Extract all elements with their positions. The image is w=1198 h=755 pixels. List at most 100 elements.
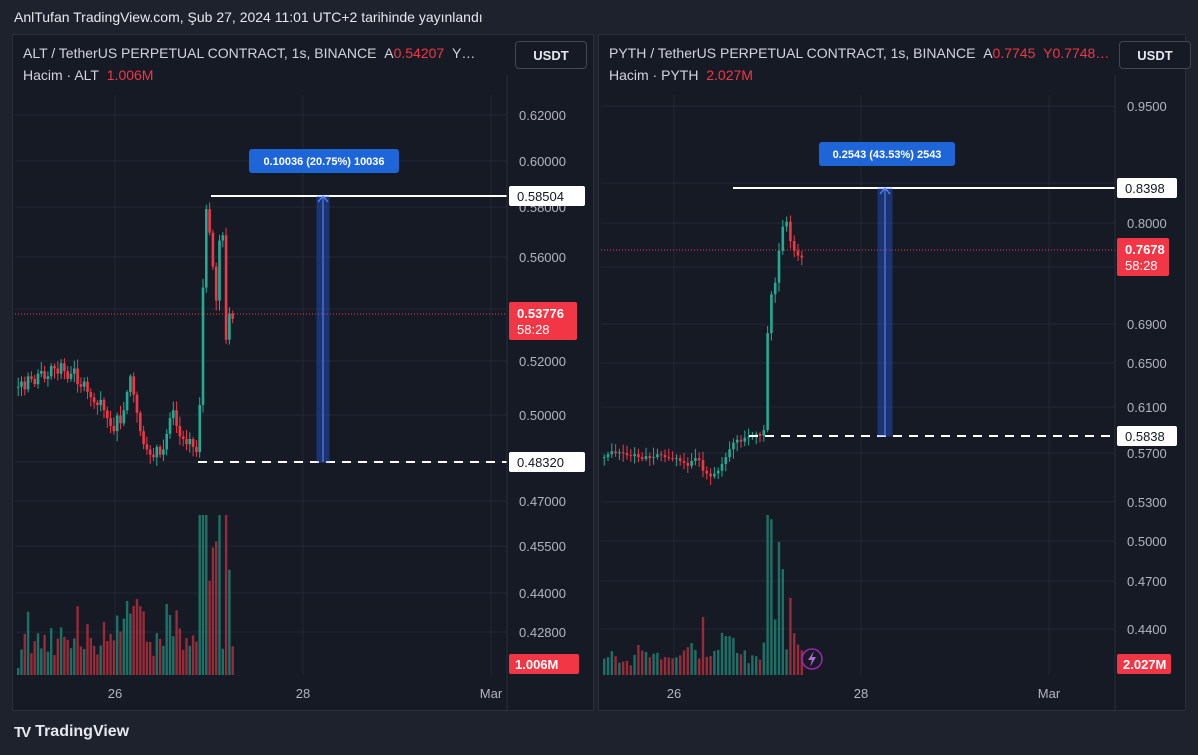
volume-bar	[76, 606, 79, 675]
volume-bar	[69, 648, 73, 675]
volume-bar	[92, 645, 96, 675]
alt-symbol-title: ALT / TetherUS PERPETUAL CONTRACT, 1s, B…	[23, 45, 377, 61]
volume-bar	[198, 515, 201, 675]
candle-body	[112, 425, 116, 432]
candle-body	[63, 363, 66, 372]
candle-body	[82, 381, 86, 387]
volume-bar	[637, 644, 640, 675]
volume-bar	[648, 657, 651, 675]
volume-bar	[663, 657, 667, 675]
pyth-chart-svg[interactable]: 0.2543 (43.53%) 25430.95000.85000.80000.…	[599, 35, 1187, 712]
alt-chart-svg[interactable]: 0.10036 (20.75%) 10036 0.62000 0.60000 0.58…	[13, 35, 595, 712]
candle-body	[724, 457, 728, 464]
measure-arrow-icon	[879, 187, 891, 195]
candle-body	[109, 418, 112, 426]
candle-body	[175, 410, 178, 426]
candle-body	[705, 470, 709, 474]
candle-body	[610, 451, 614, 455]
candle-body	[145, 444, 149, 450]
resistance-price-label: 0.8398	[1125, 181, 1165, 196]
candle-body	[231, 313, 234, 319]
candle-body	[125, 392, 129, 411]
volume-bar	[59, 627, 63, 675]
candle-body	[205, 209, 208, 288]
volume-bar	[172, 636, 175, 675]
candle-body	[618, 452, 621, 454]
candle-body	[46, 376, 50, 379]
volume-bar	[724, 636, 727, 675]
candle-body	[659, 454, 663, 456]
volume-badge-label: 1.006M	[515, 657, 558, 672]
y-tick-label: 0.45500	[519, 539, 566, 554]
volume-bar	[125, 601, 129, 675]
measure-tooltip-label: 0.2543 (43.53%) 2543	[833, 149, 942, 161]
candle-body	[713, 473, 716, 477]
volume-bar	[739, 654, 743, 675]
volume-bar	[641, 650, 644, 675]
alt-volume-value: 1.006M	[106, 67, 154, 83]
candle-body	[735, 439, 739, 443]
y-tick-label: 0.52000	[519, 354, 566, 369]
volume-bar	[713, 650, 716, 675]
volume-bar	[145, 641, 149, 675]
volume-bar	[205, 515, 208, 675]
candle-body	[155, 446, 159, 458]
candle-body	[139, 412, 142, 432]
support-price-badge	[1117, 426, 1177, 446]
volume-bar	[129, 613, 132, 675]
candle-body	[781, 226, 785, 251]
volume-bar	[682, 650, 686, 675]
y-tick-label: 0.5300	[1127, 495, 1167, 510]
volume-bar	[53, 655, 56, 675]
volume-bar	[793, 633, 796, 675]
volume-bar	[629, 665, 632, 675]
candle-body	[697, 458, 701, 461]
candle-body	[682, 460, 686, 463]
volume-bar	[766, 515, 769, 675]
candle-body	[73, 368, 76, 374]
candle-body	[43, 371, 46, 379]
candle-body	[20, 381, 23, 387]
candle-body	[122, 410, 126, 424]
candle-body	[198, 405, 201, 453]
volume-bar	[83, 649, 86, 675]
pyth-currency-button[interactable]: USDT	[1119, 41, 1191, 69]
candle-body	[773, 282, 777, 295]
volume-bar	[789, 597, 792, 675]
volume-bar	[30, 653, 33, 675]
pyth-volume-label: Hacim · PYTH	[609, 67, 699, 83]
candle-body	[168, 418, 172, 434]
tradingview-footer[interactable]: TV TradingView	[14, 723, 129, 741]
y-tick-label: 0.56000	[519, 250, 566, 265]
volume-bar	[652, 653, 655, 675]
x-tick-label: 28	[854, 686, 868, 701]
x-tick-label: 28	[296, 686, 310, 701]
alt-volume-legend: Hacim · ALT 1.006M	[23, 67, 153, 83]
tradingview-logo-icon: TV	[14, 723, 31, 741]
chart-panel-pyth[interactable]: 0.2543 (43.53%) 25430.95000.85000.80000.…	[598, 34, 1191, 712]
volume-bar	[679, 655, 682, 675]
lightning-glyph-icon	[808, 651, 816, 667]
volume-bar	[168, 614, 172, 675]
volume-bar	[224, 515, 228, 675]
volume-bar	[762, 642, 765, 675]
measure-tooltip	[819, 142, 955, 166]
candle-body	[671, 458, 674, 460]
support-price-label: 0.48320	[517, 455, 564, 470]
volume-bar	[728, 636, 731, 675]
candle-body	[224, 235, 228, 340]
candle-body	[211, 232, 215, 267]
candle-body	[135, 394, 139, 413]
volume-bar	[671, 658, 674, 675]
volume-bar	[644, 651, 648, 675]
alt-symbol-legend: ALT / TetherUS PERPETUAL CONTRACT, 1s, B…	[23, 45, 487, 61]
alt-currency-button[interactable]: USDT	[515, 41, 587, 69]
candle-body	[606, 454, 610, 458]
y-tick-label: 0.6100	[1127, 400, 1167, 415]
chart-panel-alt[interactable]: 0.10036 (20.75%) 10036 0.62000 0.60000 0.58…	[12, 34, 595, 712]
volume-bar	[195, 641, 198, 675]
resistance-price-badge	[509, 186, 585, 206]
last-price-label: 0.53776	[517, 306, 564, 321]
candle-body	[648, 456, 652, 459]
volume-bar	[86, 624, 89, 675]
